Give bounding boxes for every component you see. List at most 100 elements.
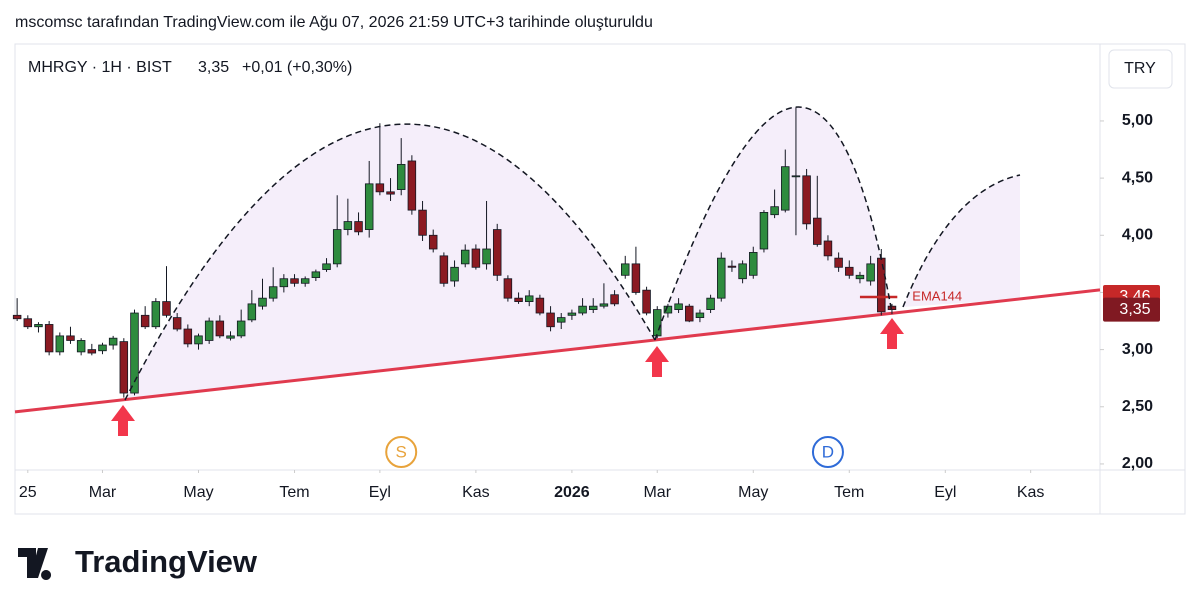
currency[interactable]: TRY — [1124, 60, 1156, 77]
candle-body — [460, 249, 470, 265]
candle-body — [396, 163, 406, 190]
x-tick-label: Mar — [643, 484, 671, 501]
candle-body — [108, 337, 118, 346]
candle-body — [866, 263, 875, 282]
candle-body — [23, 318, 33, 328]
candle-body — [354, 221, 363, 233]
trendline — [14, 288, 1101, 414]
pane-border — [14, 43, 1186, 515]
candle-body — [300, 278, 310, 284]
candle-body — [12, 314, 22, 320]
last-price: 3,35 — [198, 59, 229, 76]
candle-body — [588, 305, 598, 310]
candle-body — [578, 305, 587, 314]
candle-body — [290, 278, 299, 284]
candle-body — [813, 217, 822, 245]
candle-body — [759, 212, 769, 250]
arrow — [111, 405, 135, 436]
candle-body — [642, 289, 651, 314]
arc-fill — [903, 175, 1020, 307]
candle-body — [311, 271, 321, 278]
candle-body — [204, 320, 214, 341]
candle-body — [653, 309, 662, 337]
candle-body — [55, 335, 65, 353]
candle-body — [418, 209, 427, 236]
candle-body — [428, 234, 438, 250]
candle-body — [631, 263, 641, 293]
candle-body — [823, 240, 833, 257]
candle-body — [845, 266, 854, 276]
candle-body — [663, 305, 673, 314]
x-tick-label: Eyl — [934, 484, 956, 501]
brand: TradingView — [75, 544, 258, 579]
candle-body — [343, 221, 353, 230]
candle-body — [791, 175, 801, 178]
candle-body — [503, 278, 513, 299]
candle-body — [226, 335, 235, 339]
candle-body — [482, 248, 491, 265]
x-tick-label: Mar — [89, 484, 117, 501]
y-tick-label: 4,50 — [1122, 169, 1153, 186]
candle-body — [268, 286, 278, 299]
candle-body — [610, 294, 619, 305]
candle-body — [364, 183, 374, 230]
candle-body — [834, 257, 843, 268]
x-tick-label: May — [738, 484, 768, 501]
candle-body — [685, 305, 694, 322]
candle-body — [546, 312, 555, 328]
y-tick-label: 4,00 — [1122, 226, 1153, 243]
x-tick-label: Kas — [462, 484, 490, 501]
candle-body — [194, 335, 203, 345]
candle-body — [236, 320, 246, 337]
candle-body — [258, 297, 267, 307]
event-marker — [385, 436, 418, 468]
candle-body — [162, 301, 171, 316]
candle-body — [471, 248, 481, 268]
arc — [124, 123, 656, 401]
candle-body — [183, 328, 193, 345]
header: mscomsc tarafından TradingView.com ile A… — [15, 14, 653, 31]
candle-body — [386, 191, 395, 195]
candle-body — [855, 274, 865, 280]
logo — [18, 548, 52, 580]
candle-body — [34, 324, 43, 328]
candle-body — [749, 252, 758, 276]
ema-name: EMA144 — [912, 288, 962, 303]
x-tick-label: Tem — [834, 484, 864, 501]
candle-body — [215, 320, 225, 337]
currency-button[interactable] — [1108, 49, 1173, 89]
y-tick-label: 3,00 — [1122, 341, 1153, 358]
price-tag — [1103, 297, 1160, 322]
candle-body — [44, 324, 54, 353]
candle-body — [87, 349, 97, 354]
candle-body — [439, 255, 449, 284]
arrow — [880, 318, 904, 349]
candle-body — [76, 340, 86, 353]
candle-body — [66, 335, 75, 341]
event-label: S — [396, 442, 407, 461]
candle-body — [407, 160, 417, 211]
candle-body — [119, 341, 129, 394]
event-marker — [811, 436, 844, 468]
candle-body — [887, 305, 897, 310]
price-tag-label: 3,35 — [1119, 301, 1150, 318]
candle-body — [172, 317, 182, 330]
candle-body — [332, 229, 342, 265]
candle-body — [877, 257, 886, 313]
candle-body — [781, 166, 790, 211]
candle-body — [695, 312, 705, 318]
x-tick-label: Kas — [1017, 484, 1045, 501]
pattern-fill — [125, 107, 1020, 400]
arc — [654, 106, 893, 341]
x-tick-label: 25 — [19, 484, 37, 501]
arc-fill — [655, 107, 892, 340]
candle-body — [535, 297, 545, 314]
candle-body — [492, 229, 502, 276]
candle-body — [717, 257, 726, 299]
change: +0,01 (+0,30%) — [242, 59, 352, 76]
candle-body — [770, 206, 779, 216]
candle-body — [674, 303, 683, 310]
candle-body — [621, 263, 630, 276]
x-tick-label: May — [183, 484, 213, 501]
